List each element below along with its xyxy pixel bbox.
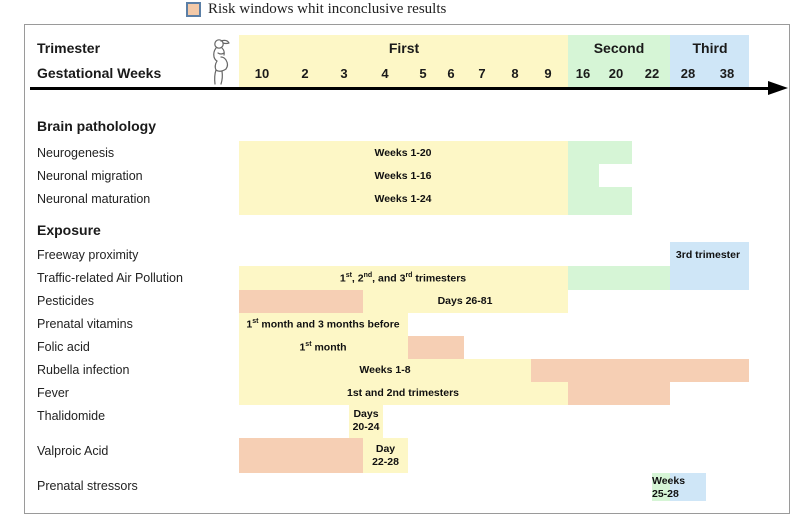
legend-swatch [186, 1, 201, 17]
migration-window-label: Weeks 1-16 [374, 170, 432, 182]
rubella-window-label: Weeks 1-8 [359, 364, 411, 376]
pesticides-window-label: Days 26-81 [437, 295, 493, 307]
rubella-window [239, 359, 531, 382]
thalidomide-window [349, 405, 383, 438]
row-label-pesticides: Pesticides [37, 294, 94, 308]
fever-window-inconclusive [568, 382, 670, 405]
legend: Risk windows whit inconclusive results [186, 0, 446, 18]
timeline-axis [30, 87, 770, 90]
legend-text: Risk windows whit inconclusive results [208, 0, 447, 17]
week-tick: 16 [575, 66, 591, 81]
pesticides-window [363, 290, 568, 313]
stressors-window-third [670, 473, 706, 501]
freeway-window-label: 3rd trimester [675, 249, 741, 261]
stressors-window-label: Weeks 25-28 [652, 475, 686, 500]
section-exposure: Exposure [37, 222, 101, 238]
freeway-window-third [670, 242, 749, 290]
row-label-neuronal-migration: Neuronal migration [37, 169, 143, 183]
traffic-window-second [568, 266, 670, 290]
first-trimester-band [239, 35, 568, 87]
row-label-traffic-air-pollution: Traffic-related Air Pollution [37, 271, 183, 285]
row-label-freeway-proximity: Freeway proximity [37, 248, 139, 262]
figure-frame [24, 24, 790, 514]
fever-window [239, 382, 568, 405]
row-label-rubella-infection: Rubella infection [37, 363, 130, 377]
week-tick: 8 [511, 66, 519, 81]
migration-window-second [568, 164, 599, 187]
week-tick: 38 [719, 66, 735, 81]
pesticides-window-inconclusive [239, 290, 363, 313]
row-label-thalidomide: Thalidomide [37, 409, 106, 423]
week-tick: 20 [608, 66, 624, 81]
traffic-window-label: 1st, 2nd, and 3rd trimesters [339, 272, 467, 285]
trimester-first: First [388, 40, 420, 56]
traffic-window-first [239, 266, 568, 290]
folic-window-inconclusive [408, 336, 464, 359]
week-tick: 4 [381, 66, 389, 81]
vitamins-window [239, 313, 408, 336]
stressors-window-second [652, 473, 670, 501]
week-tick: 10 [254, 66, 270, 81]
folic-window-label: 1st month [299, 341, 347, 354]
gestational-weeks-label: Gestational Weeks [37, 65, 162, 81]
week-tick: 22 [644, 66, 660, 81]
folic-window [239, 336, 408, 359]
valproic-window [363, 438, 408, 473]
week-tick: 7 [478, 66, 486, 81]
rubella-window-inconclusive [531, 359, 749, 382]
fever-window-label: 1st and 2nd trimesters [346, 387, 460, 399]
row-label-prenatal-stressors: Prenatal stressors [37, 479, 138, 493]
row-label-valproic-acid: Valproic Acid [37, 444, 109, 458]
thalidomide-window-label: Days 20-24 [352, 408, 380, 433]
maturation-window-second [568, 187, 632, 215]
row-label-fever: Fever [37, 386, 69, 400]
maturation-window-label: Weeks 1-24 [374, 193, 432, 205]
row-label-neurogenesis: Neurogenesis [37, 146, 115, 160]
week-tick: 3 [340, 66, 348, 81]
neurogenesis-window-second [568, 141, 632, 164]
week-tick: 2 [301, 66, 309, 81]
trimester-third: Third [692, 40, 728, 56]
week-tick: 9 [544, 66, 552, 81]
row-label-neuronal-maturation: Neuronal maturation [37, 192, 151, 206]
brain-pathology-window-first [239, 141, 568, 215]
valproic-window-label: Day 22-28 [372, 443, 399, 468]
week-tick: 5 [419, 66, 427, 81]
section-brain-pathology: Brain patholology [37, 118, 156, 134]
neurogenesis-window-label: Weeks 1-20 [374, 147, 432, 159]
second-trimester-band [568, 35, 670, 87]
valproic-window-inconclusive [239, 438, 363, 473]
timeline-arrowhead [768, 81, 788, 95]
week-tick: 28 [680, 66, 696, 81]
trimester-label: Trimester [37, 40, 101, 56]
pregnant-woman-icon [213, 39, 230, 85]
week-tick: 6 [447, 66, 455, 81]
row-label-folic-acid: Folic acid [37, 340, 90, 354]
trimester-second: Second [593, 40, 645, 56]
vitamins-window-label: 1st month and 3 months before [246, 318, 400, 331]
third-trimester-band [670, 35, 749, 87]
row-label-prenatal-vitamins: Prenatal vitamins [37, 317, 133, 331]
